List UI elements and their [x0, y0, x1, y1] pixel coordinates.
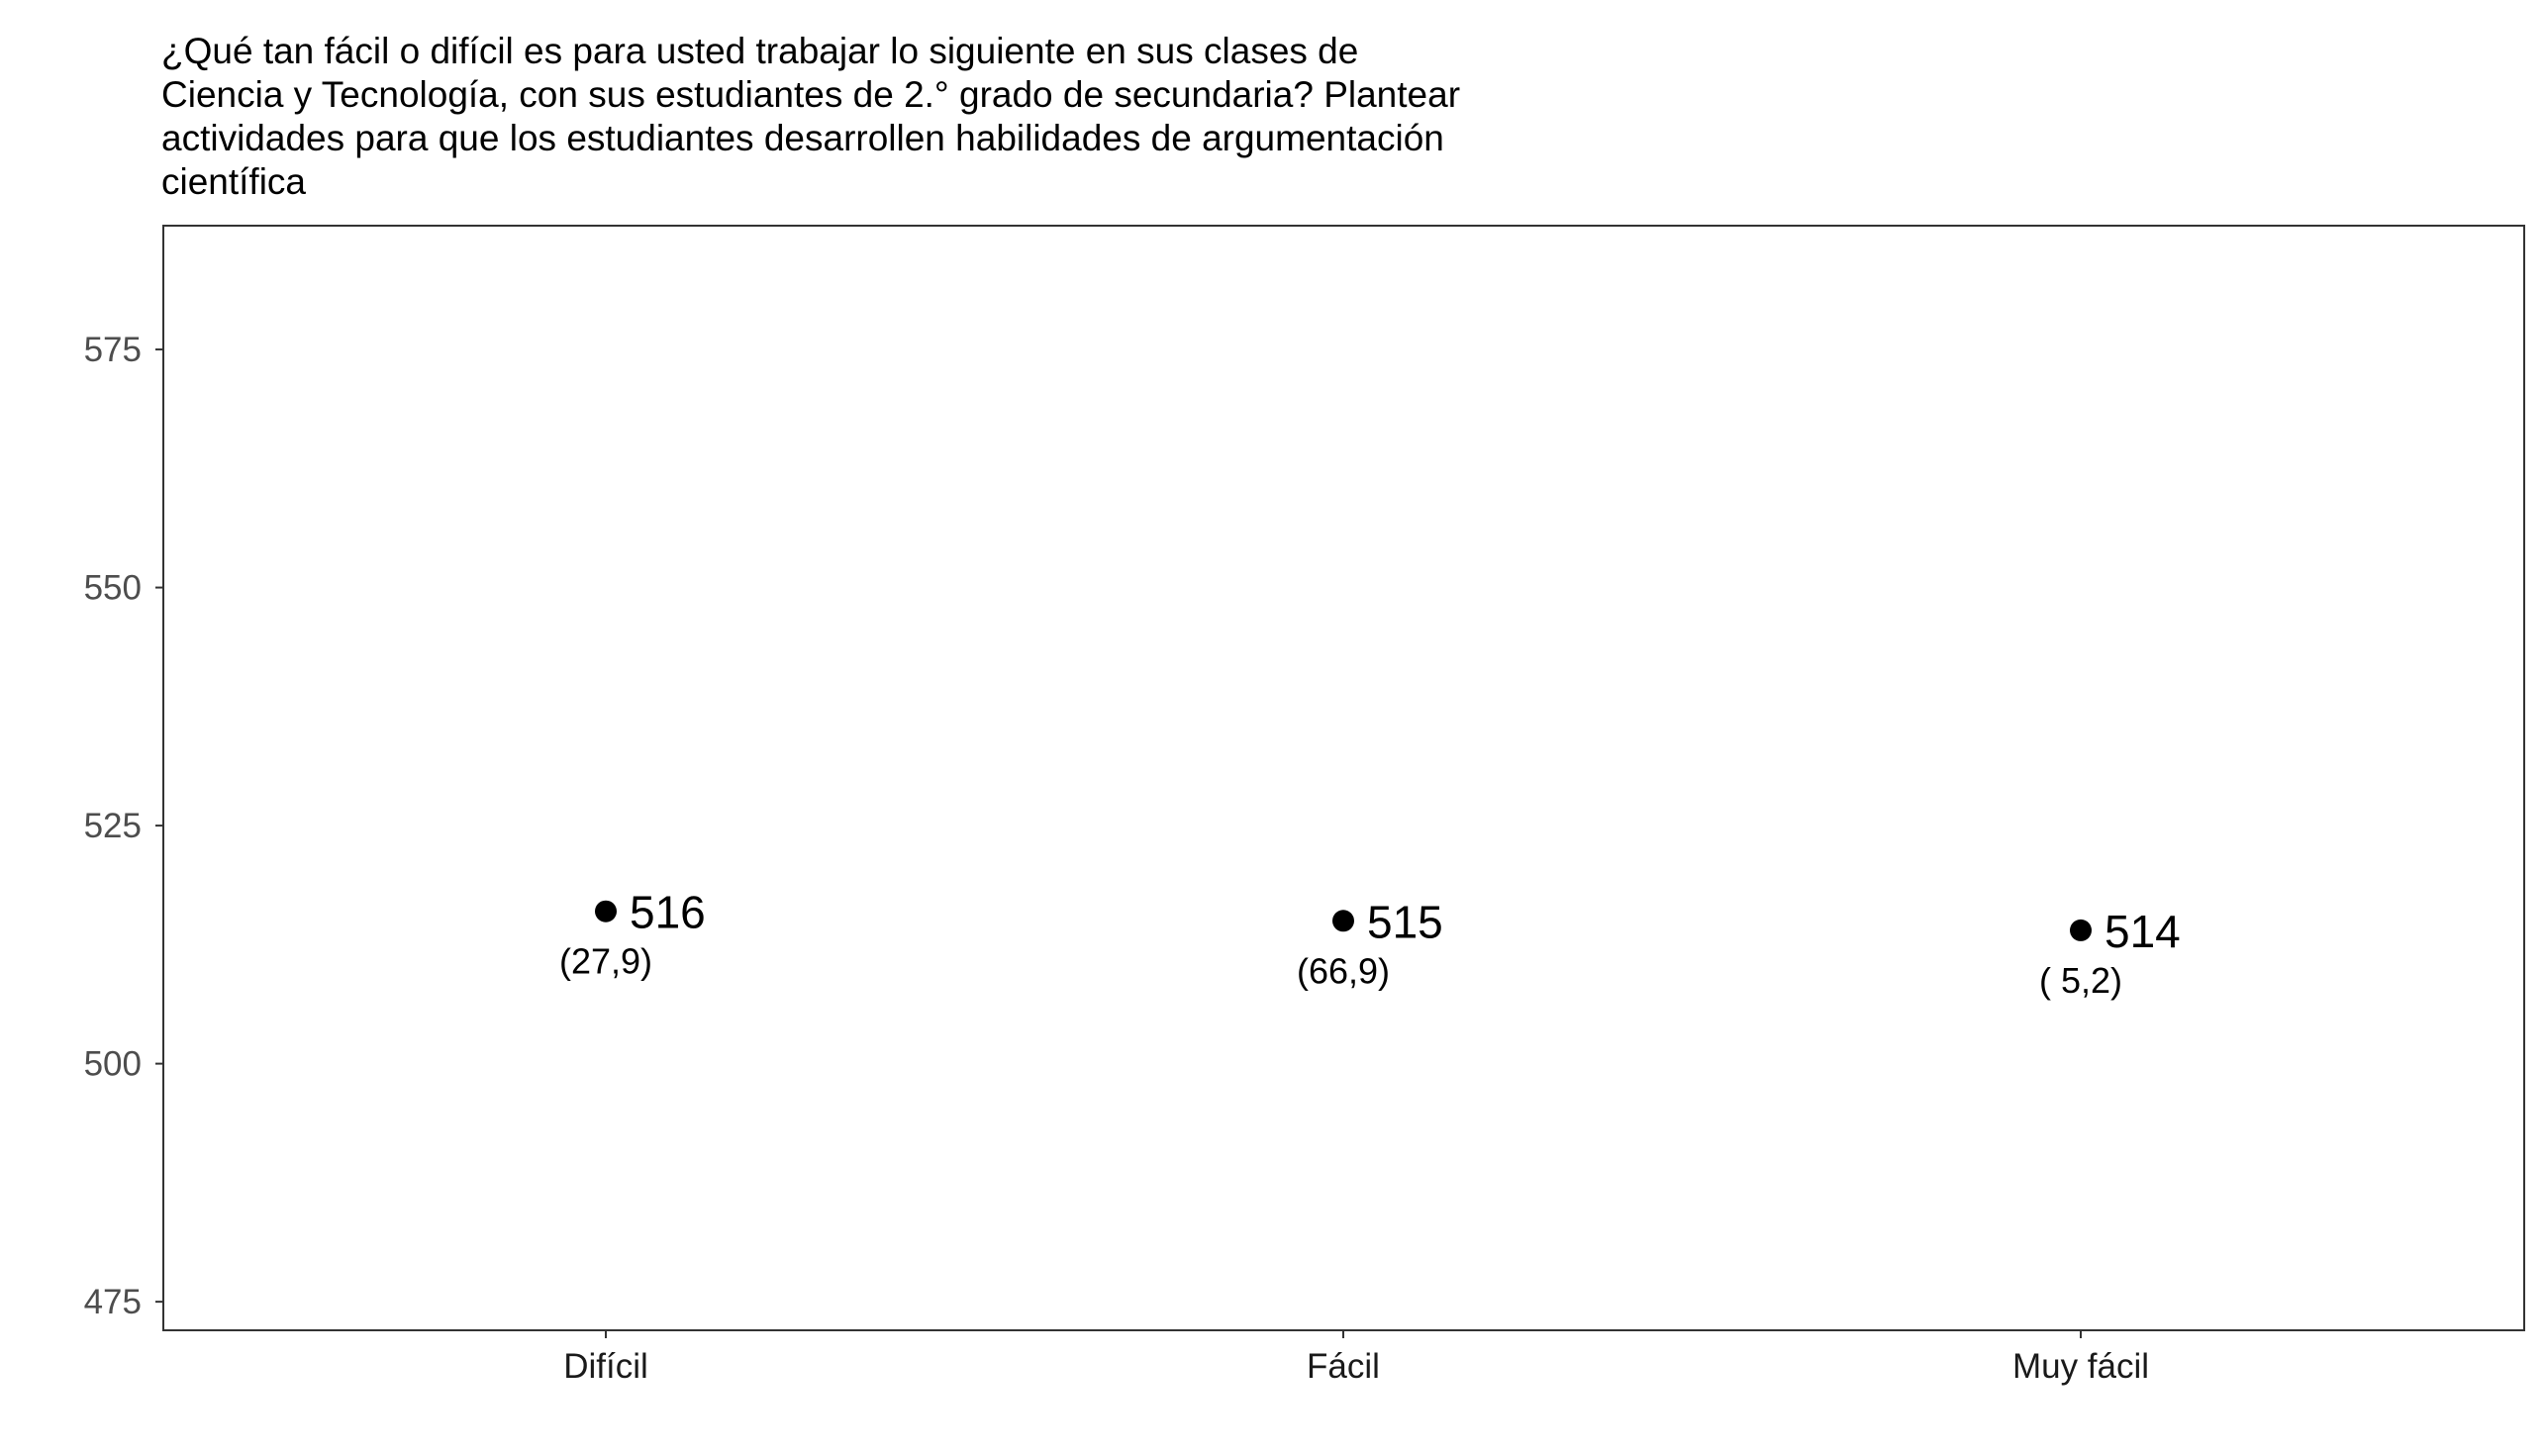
chart-title-line-3: actividades para que los estudiantes des…: [161, 118, 1444, 158]
data-percent-label: ( 5,2): [2039, 960, 2122, 1001]
y-axis: 475 500 525 550 575: [84, 331, 163, 1321]
data-value-label: 516: [630, 887, 706, 938]
chart-title-line-1: ¿Qué tan fácil o difícil es para usted t…: [161, 31, 1359, 71]
y-tick-label: 500: [84, 1045, 142, 1084]
data-value-label: 515: [1367, 896, 1443, 947]
chart-title: ¿Qué tan fácil o difícil es para usted t…: [161, 30, 1646, 204]
x-tick-label: Difícil: [563, 1347, 648, 1386]
data-value-label: 514: [2105, 906, 2181, 957]
plot-panel-border: [162, 225, 2525, 1331]
x-tick-label: Muy fácil: [2012, 1347, 2149, 1386]
data-points: 516(27,9) 515(66,9) 514( 5,2): [559, 887, 2181, 1001]
x-axis: Difícil Fácil Muy fácil: [563, 1330, 2149, 1386]
y-tick-label: 475: [84, 1283, 142, 1321]
data-percent-label: (27,9): [559, 941, 652, 982]
data-percent-label: (66,9): [1297, 950, 1390, 991]
y-tick-label: 550: [84, 569, 142, 608]
data-point: [1332, 910, 1354, 932]
chart-title-line-4: científica: [161, 161, 307, 202]
chart-title-line-2: Ciencia y Tecnología, con sus estudiante…: [161, 74, 1461, 115]
y-tick-label: 575: [84, 331, 142, 369]
y-tick-label: 525: [84, 807, 142, 845]
data-point: [595, 900, 617, 922]
data-point: [2070, 919, 2092, 941]
x-tick-label: Fácil: [1307, 1347, 1380, 1386]
